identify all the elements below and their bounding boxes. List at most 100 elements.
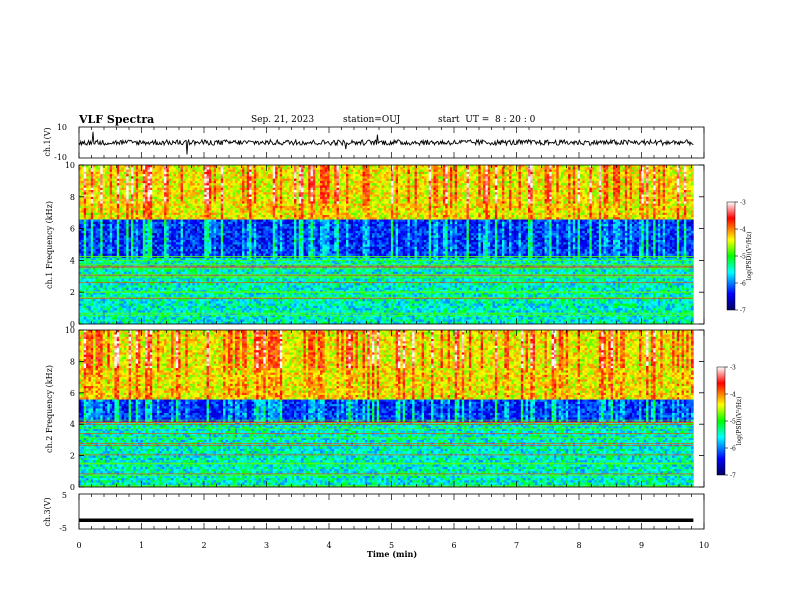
spectrogram-cell xyxy=(121,258,125,261)
spectrogram-cell xyxy=(156,230,160,234)
spectrogram-cell xyxy=(121,301,125,304)
spectrogram-cell xyxy=(102,278,106,282)
spectrogram-cell xyxy=(121,228,125,232)
spectrogram-cell xyxy=(142,294,146,298)
spectrogram-cell xyxy=(204,269,207,273)
spectrogram-cell xyxy=(135,169,139,173)
spectrogram-cell xyxy=(109,194,113,198)
spectrogram-cell xyxy=(216,287,219,291)
spectrogram-cell xyxy=(156,305,160,309)
spectrogram-cell xyxy=(225,280,229,284)
spectrogram-cell xyxy=(168,185,172,189)
spectrogram-cell xyxy=(197,187,200,191)
spectrogram-cell xyxy=(213,192,217,195)
spectrogram-cell xyxy=(156,167,160,170)
spectrogram-cell xyxy=(199,226,203,229)
spectrogram-cell xyxy=(218,226,222,229)
spectrogram-cell xyxy=(190,303,193,307)
spectrogram-cell xyxy=(88,244,92,248)
spectrogram-cell xyxy=(128,210,132,213)
spectrogram-cell xyxy=(182,244,186,248)
spectrogram-cell xyxy=(223,305,226,309)
spectrogram-cell xyxy=(119,176,122,179)
spectrogram-cell xyxy=(104,228,108,232)
spectrogram-cell xyxy=(187,176,191,179)
spectrogram-cell xyxy=(182,210,186,213)
spectrogram-cell xyxy=(232,269,236,273)
spectrogram-cell xyxy=(187,283,191,286)
spectrogram-cell xyxy=(81,174,85,177)
spectrogram-cell xyxy=(95,224,99,227)
spectrogram-cell xyxy=(185,208,188,211)
spectrogram-cell xyxy=(237,192,240,195)
spectrogram-cell xyxy=(147,203,151,207)
spectrogram-cell xyxy=(180,308,184,311)
spectrogram-cell xyxy=(208,235,212,238)
spectrogram-cell xyxy=(154,301,158,304)
spectrogram-cell xyxy=(182,230,186,234)
spectrogram-cell xyxy=(164,226,167,229)
spectrogram-cell xyxy=(194,233,198,236)
spectrogram-cell xyxy=(199,228,203,232)
spectrogram-cell xyxy=(102,312,106,316)
spectrogram-cell xyxy=(112,183,115,186)
spectrogram-cell xyxy=(123,294,127,298)
spectrogram-cell xyxy=(180,194,184,198)
spectrogram-cell xyxy=(208,308,212,311)
spectrogram-cell xyxy=(173,174,177,177)
spectrogram-cell xyxy=(128,310,132,313)
spectrogram-cell xyxy=(171,210,174,213)
spectrogram-cell xyxy=(123,185,127,189)
spectrogram-cell xyxy=(197,165,200,168)
spectrogram-cell xyxy=(190,224,193,227)
spectrogram-cell xyxy=(135,183,139,186)
spectrogram-cell xyxy=(107,235,111,238)
spectrogram-cell xyxy=(135,299,139,302)
spectrogram-cell xyxy=(145,308,148,311)
spectrogram-cell xyxy=(154,210,158,213)
spectrogram-cell xyxy=(142,230,146,234)
spectrogram-cell xyxy=(227,201,231,204)
spectrogram-cell xyxy=(156,165,160,168)
spectrogram-cell xyxy=(97,283,101,286)
spectrogram-cell xyxy=(187,217,191,220)
spectrogram-cell xyxy=(178,178,181,182)
spectrogram-cell xyxy=(234,167,238,170)
spectrogram-cell xyxy=(130,165,134,168)
spectrogram-cell xyxy=(171,214,174,218)
spectrogram-cell xyxy=(140,208,144,211)
spectrogram-cell xyxy=(227,199,231,202)
spectrogram-cell xyxy=(227,176,231,179)
spectrogram-cell xyxy=(173,187,177,191)
spectrogram-cell xyxy=(216,253,219,257)
spectrogram-cell xyxy=(149,310,153,313)
spectrogram-cell xyxy=(194,217,198,220)
spectrogram-cell xyxy=(175,299,179,302)
spectrogram-cell xyxy=(190,242,193,245)
spectrogram-cell xyxy=(211,180,214,184)
spectrogram-cell xyxy=(237,217,240,220)
spectrogram-cell xyxy=(138,219,141,223)
date-label: Sep. 21, 2023 xyxy=(251,115,314,125)
spectrogram-cell xyxy=(135,174,139,177)
spectrogram-cell xyxy=(152,194,155,198)
spectrogram-cell xyxy=(161,169,165,173)
spectrogram-cell xyxy=(230,210,233,213)
spectrogram-cell xyxy=(147,169,151,173)
spectrogram-cell xyxy=(206,242,210,245)
spectrogram-cell xyxy=(178,244,181,248)
spectrogram-cell xyxy=(97,287,101,291)
spectrogram-cell xyxy=(227,214,231,218)
spectrogram-cell xyxy=(178,287,181,291)
spectrogram-cell xyxy=(140,199,144,202)
spectrogram-cell xyxy=(197,230,200,234)
spectrogram-cell xyxy=(201,192,205,195)
spectrogram-cell xyxy=(208,285,212,288)
spectrogram-cell xyxy=(149,196,153,200)
spectrogram-cell xyxy=(168,303,172,307)
spectrogram-cell xyxy=(244,305,248,309)
spectrogram-cell xyxy=(199,224,203,227)
spectrogram-cell xyxy=(166,278,170,282)
spectrogram-cell xyxy=(175,212,179,216)
spectrogram-cell xyxy=(168,249,172,252)
